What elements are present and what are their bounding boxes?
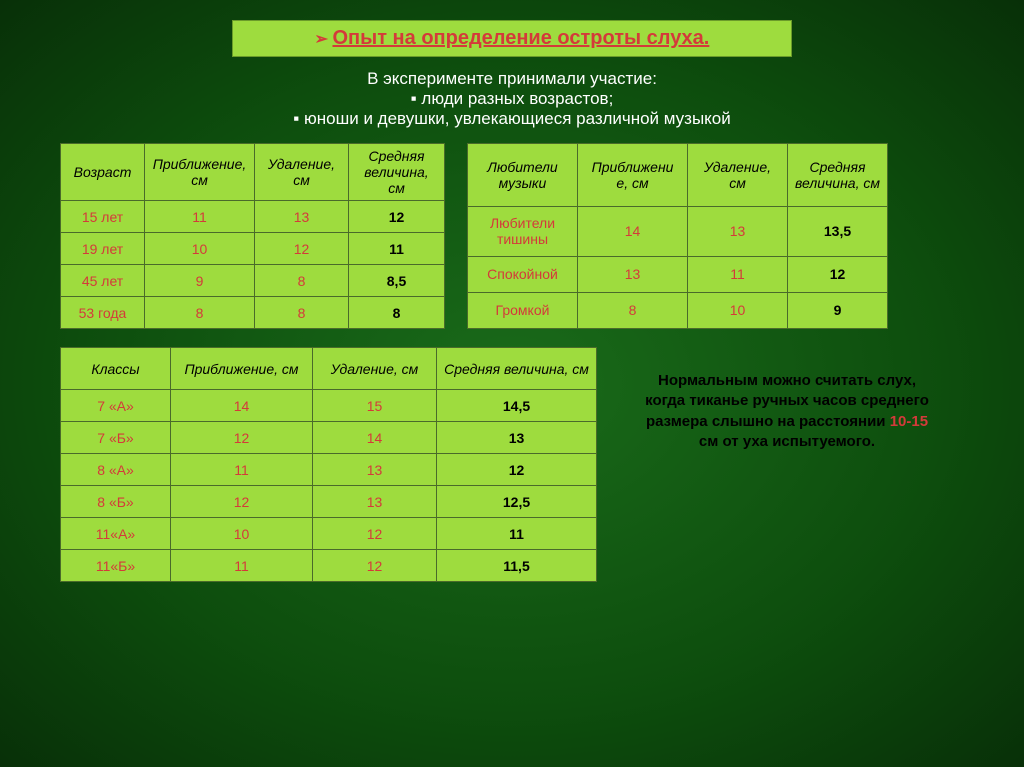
title-box: ➢ Опыт на определение остроты слуха. [232, 20, 792, 57]
table-cell: 12 [349, 201, 445, 233]
column-header: Приближение, см [171, 348, 313, 390]
column-header: Удаление, см [255, 144, 349, 201]
table-cell: 11 [688, 256, 788, 292]
table-cell: 14,5 [437, 390, 597, 422]
column-header: Удаление, см [688, 144, 788, 207]
column-header: Средняя величина, см [349, 144, 445, 201]
table-cell: 10 [145, 233, 255, 265]
intro-line: ▪ юноши и девушки, увлекающиеся различно… [60, 109, 964, 129]
table-cell: 14 [171, 390, 313, 422]
column-header: Классы [61, 348, 171, 390]
table-cell: Любители тишины [468, 207, 578, 257]
table-cell: 12 [313, 550, 437, 582]
table-row: 45 лет988,5 [61, 265, 445, 297]
table-row: 11«Б»111211,5 [61, 550, 597, 582]
column-header: Возраст [61, 144, 145, 201]
table-row: 19 лет101211 [61, 233, 445, 265]
table-cell: 10 [171, 518, 313, 550]
table-cell: 11«А» [61, 518, 171, 550]
table-class: КлассыПриближение, смУдаление, смСредняя… [60, 347, 597, 582]
table-cell: 12 [171, 422, 313, 454]
table-cell: 8 [255, 265, 349, 297]
table-cell: 13,5 [788, 207, 888, 257]
table-cell: 9 [788, 292, 888, 328]
table-row: Любители тишины141313,5 [468, 207, 888, 257]
table-cell: 12,5 [437, 486, 597, 518]
table-row: Спокойной131112 [468, 256, 888, 292]
table-music: Любители музыкиПриближени е, смУдаление,… [467, 143, 888, 329]
table-cell: 11 [437, 518, 597, 550]
table-cell: 11 [349, 233, 445, 265]
table-cell: 12 [313, 518, 437, 550]
table-cell: 14 [313, 422, 437, 454]
table-cell: 12 [171, 486, 313, 518]
table-cell: 13 [313, 486, 437, 518]
table-row: 7 «А»141514,5 [61, 390, 597, 422]
table-row: 53 года888 [61, 297, 445, 329]
table-cell: 10 [688, 292, 788, 328]
column-header: Приближение, см [145, 144, 255, 201]
bottom-row: КлассыПриближение, смУдаление, смСредняя… [60, 347, 964, 582]
table-cell: 9 [145, 265, 255, 297]
column-header: Приближени е, см [578, 144, 688, 207]
table-cell: 8 [255, 297, 349, 329]
table-cell: 13 [313, 454, 437, 486]
table-cell: 7 «Б» [61, 422, 171, 454]
table-cell: 8 «А» [61, 454, 171, 486]
intro-line: ▪ люди разных возрастов; [60, 89, 964, 109]
table-cell: 11 [171, 550, 313, 582]
table-cell: 45 лет [61, 265, 145, 297]
column-header: Средняя величина, см [788, 144, 888, 207]
table-cell: 12 [437, 454, 597, 486]
table-cell: 19 лет [61, 233, 145, 265]
table-cell: 15 лет [61, 201, 145, 233]
intro-line: В эксперименте принимали участие: [60, 69, 964, 89]
table-cell: 13 [688, 207, 788, 257]
table-row: 11«А»101211 [61, 518, 597, 550]
table-cell: 12 [255, 233, 349, 265]
table-cell: 12 [788, 256, 888, 292]
table-cell: 7 «А» [61, 390, 171, 422]
intro-block: В эксперименте принимали участие: ▪ люди… [60, 69, 964, 129]
note-pre: Нормальным можно считать слух, когда тик… [645, 372, 929, 430]
table-cell: 11«Б» [61, 550, 171, 582]
note-post: см от уха испытуемого. [699, 433, 875, 450]
arrow-icon: ➢ [315, 31, 328, 48]
table-cell: 8 «Б» [61, 486, 171, 518]
table-row: Громкой8109 [468, 292, 888, 328]
table-cell: Громкой [468, 292, 578, 328]
table-cell: 11,5 [437, 550, 597, 582]
table-cell: 11 [171, 454, 313, 486]
column-header: Средняя величина, см [437, 348, 597, 390]
table-row: 15 лет111312 [61, 201, 445, 233]
table-cell: 8,5 [349, 265, 445, 297]
table-age: ВозрастПриближение, смУдаление, смСредня… [60, 143, 445, 329]
note-highlight: 10-15 [890, 413, 928, 430]
table-cell: 8 [349, 297, 445, 329]
table-row: 8 «Б»121312,5 [61, 486, 597, 518]
table-cell: Спокойной [468, 256, 578, 292]
column-header: Удаление, см [313, 348, 437, 390]
table-row: 7 «Б»121413 [61, 422, 597, 454]
table-cell: 53 года [61, 297, 145, 329]
table-cell: 11 [145, 201, 255, 233]
page-title: Опыт на определение остроты слуха. [332, 27, 709, 49]
table-row: 8 «А»111312 [61, 454, 597, 486]
table-cell: 13 [255, 201, 349, 233]
table-cell: 14 [578, 207, 688, 257]
note-text: Нормальным можно считать слух, когда тик… [637, 371, 937, 452]
table-cell: 15 [313, 390, 437, 422]
tables-row-top: ВозрастПриближение, смУдаление, смСредня… [60, 143, 964, 329]
table-cell: 13 [578, 256, 688, 292]
table-cell: 8 [145, 297, 255, 329]
table-cell: 13 [437, 422, 597, 454]
table-cell: 8 [578, 292, 688, 328]
column-header: Любители музыки [468, 144, 578, 207]
